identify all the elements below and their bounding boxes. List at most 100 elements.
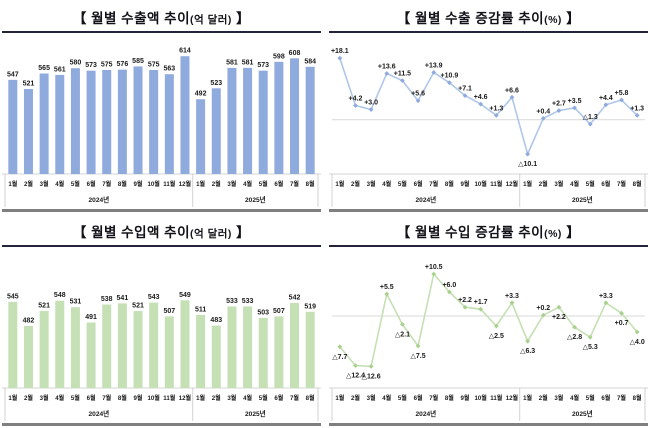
panel-bottom-rule [329,209,648,212]
svg-text:+10.5: +10.5 [425,264,443,271]
svg-text:2월: 2월 [539,394,548,402]
export-growth-title: 【 월별 수출 증감률 추이(%) 】 [329,7,648,33]
svg-text:2월: 2월 [24,180,33,188]
title-text: 【 월별 수입액 추이 [72,225,191,240]
svg-text:580: 580 [70,60,82,67]
svg-text:+6.6: +6.6 [505,87,519,94]
svg-text:7월: 7월 [290,394,299,402]
svg-text:573: 573 [85,62,97,69]
svg-text:+0.7: +0.7 [615,320,629,327]
svg-text:491: 491 [85,314,97,321]
svg-text:7월: 7월 [617,180,626,188]
title-unit: (억 달러) [190,14,232,26]
svg-text:4월: 4월 [243,180,252,188]
svg-text:2024년: 2024년 [416,409,437,418]
svg-text:4월: 4월 [55,180,64,188]
svg-text:2024년: 2024년 [416,195,437,204]
panel-bottom-rule [2,209,321,212]
svg-text:5월: 5월 [398,394,407,402]
svg-text:+4.2: +4.2 [349,95,363,102]
svg-text:+1.3: +1.3 [489,105,503,112]
svg-text:598: 598 [273,53,285,60]
panel-bottom-rule [2,423,321,426]
svg-text:+2.7: +2.7 [552,101,566,108]
svg-text:7월: 7월 [617,394,626,402]
svg-text:565: 565 [38,65,50,72]
import-amount-title: 【 월별 수입액 추이(억 달러) 】 [2,221,321,247]
svg-text:2월: 2월 [212,180,221,188]
svg-text:△6.3: △6.3 [520,348,535,355]
svg-text:7월: 7월 [102,394,111,402]
title-text: 【 월별 수입 증감률 추이 [396,225,545,240]
export-amount-bar-chart: 1월 2월 3월 4월 5월 6월 7월 8월 9월 10월 11월 12월 1월 2월 3월 4월 5월 6월 7… [2,48,321,207]
svg-text:2월: 2월 [351,180,360,188]
svg-text:+5.5: +5.5 [380,284,394,291]
svg-text:3월: 3월 [227,394,236,402]
svg-text:3월: 3월 [40,394,49,402]
svg-text:12월: 12월 [506,180,519,188]
svg-text:545: 545 [7,293,19,300]
svg-text:8월: 8월 [118,394,127,402]
svg-text:492: 492 [195,91,207,98]
svg-text:8월: 8월 [633,394,642,402]
svg-text:1월: 1월 [196,394,205,402]
svg-text:1월: 1월 [8,180,17,188]
svg-text:8월: 8월 [445,180,454,188]
svg-text:△4.0: △4.0 [630,339,645,346]
svg-text:+3.3: +3.3 [599,293,613,300]
svg-text:4월: 4월 [243,394,252,402]
export-amount-title: 【 월별 수출액 추이(억 달러) 】 [2,7,321,33]
svg-text:+3.0: +3.0 [364,100,378,107]
svg-text:511: 511 [195,306,206,313]
svg-text:5월: 5월 [71,180,80,188]
svg-text:10월: 10월 [474,394,487,402]
svg-text:8월: 8월 [633,180,642,188]
svg-text:7월: 7월 [429,394,438,402]
svg-text:+13.6: +13.6 [378,63,396,70]
title-bracket: 】 [561,225,581,240]
svg-text:521: 521 [132,303,144,310]
svg-text:561: 561 [54,66,66,73]
export-growth-panel: 【 월별 수출 증감률 추이(%) 】 1월 2월 3월 4월 5월 6월 7월 8월 9월 10… [327,0,650,214]
svg-text:1월: 1월 [335,394,344,402]
svg-text:4월: 4월 [570,394,579,402]
svg-text:4월: 4월 [570,180,579,188]
svg-text:3월: 3월 [554,180,563,188]
svg-text:+1.3: +1.3 [630,105,644,112]
svg-text:8월: 8월 [306,394,315,402]
svg-text:547: 547 [7,71,19,78]
svg-text:6월: 6월 [414,180,423,188]
svg-text:2024년: 2024년 [89,195,110,204]
svg-text:+18.1: +18.1 [331,48,349,55]
svg-text:+5.6: +5.6 [411,91,425,98]
svg-text:541: 541 [117,295,129,302]
svg-text:9월: 9월 [461,180,470,188]
svg-text:548: 548 [54,292,66,299]
svg-text:9월: 9월 [134,394,143,402]
import-amount-panel: 【 월별 수입액 추이(억 달러) 】 1월 2월 3월 4월 5월 6월 7월 8월 9월 10… [0,214,323,428]
svg-text:+7.1: +7.1 [458,86,472,93]
svg-text:10월: 10월 [147,394,160,402]
svg-text:+2.2: +2.2 [552,314,566,321]
svg-text:542: 542 [289,295,301,302]
svg-text:6월: 6월 [274,394,283,402]
svg-text:573: 573 [257,62,269,69]
import-growth-line-chart: 1월 2월 3월 4월 5월 6월 7월 8월 9월 10월 11월 12월 1월 2월 3월 4월 5월 6월 7… [329,264,648,421]
svg-text:8월: 8월 [445,394,454,402]
svg-text:△12.4: △12.4 [346,373,365,380]
svg-text:12월: 12월 [506,394,519,402]
svg-text:△1.3: △1.3 [583,114,598,121]
svg-text:+3.5: +3.5 [568,98,582,105]
svg-text:549: 549 [179,292,191,299]
svg-text:3월: 3월 [367,180,376,188]
svg-text:12월: 12월 [179,180,192,188]
import-amount-bar-chart: 1월 2월 3월 4월 5월 6월 7월 8월 9월 10월 11월 12월 1월 2월 3월 4월 5월 6월 7… [2,292,321,421]
svg-text:585: 585 [132,58,144,65]
svg-text:+11.5: +11.5 [394,71,411,78]
svg-text:2월: 2월 [212,394,221,402]
svg-text:2월: 2월 [539,180,548,188]
svg-text:10월: 10월 [147,180,160,188]
import-growth-panel: 【 월별 수입 증감률 추이(%) 】 1월 2월 3월 4월 5월 6월 7월 8월 9월 10… [327,214,650,428]
svg-text:4월: 4월 [55,394,64,402]
